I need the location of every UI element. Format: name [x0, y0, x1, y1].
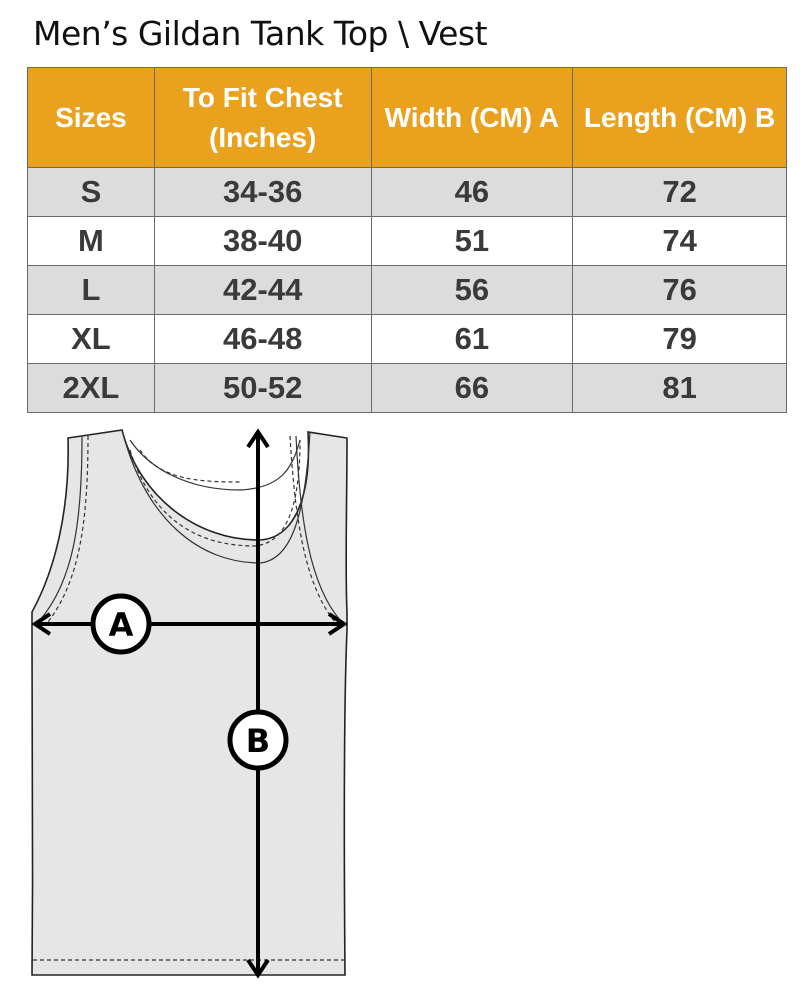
chest-cell: 38-40: [153, 216, 372, 266]
arrow-down-icon: [246, 958, 270, 979]
table-row: 2XL 50-52 66 81: [27, 363, 787, 413]
width-cell: 61: [370, 314, 574, 364]
chest-cell: 50-52: [153, 363, 372, 413]
arrow-right-icon: [327, 612, 348, 636]
size-chart-table: Sizes To Fit Chest (Inches) Width (CM) A…: [27, 67, 787, 413]
arrow-up-icon: [246, 428, 270, 449]
length-cell: 76: [572, 265, 787, 315]
size-cell: XL: [27, 314, 155, 364]
measure-arrows: [31, 428, 348, 979]
size-cell: 2XL: [27, 363, 155, 413]
page-title: Men’s Gildan Tank Top \ Vest: [33, 14, 488, 53]
header-chest: To Fit Chest (Inches): [153, 67, 372, 168]
chest-cell: 46-48: [153, 314, 372, 364]
chest-cell: 42-44: [153, 265, 372, 315]
size-cell: S: [27, 167, 155, 217]
table-header-row: Sizes To Fit Chest (Inches) Width (CM) A…: [27, 67, 787, 168]
length-cell: 74: [572, 216, 787, 266]
length-cell: 72: [572, 167, 787, 217]
table-row: M 38-40 51 74: [27, 216, 787, 266]
marker-a: A: [90, 593, 152, 655]
width-cell: 66: [370, 363, 574, 413]
width-cell: 56: [370, 265, 574, 315]
header-length: Length (CM) B: [572, 67, 787, 168]
length-cell: 79: [572, 314, 787, 364]
width-cell: 51: [370, 216, 574, 266]
marker-b: B: [227, 709, 289, 771]
label-a: A: [109, 606, 134, 644]
table-row: L 42-44 56 76: [27, 265, 787, 315]
size-cell: M: [27, 216, 155, 266]
length-cell: 81: [572, 363, 787, 413]
arrow-left-icon: [31, 612, 52, 636]
header-sizes: Sizes: [27, 67, 155, 168]
header-width: Width (CM) A: [370, 67, 574, 168]
table-row: XL 46-48 61 79: [27, 314, 787, 364]
label-b: B: [246, 722, 270, 760]
width-cell: 46: [370, 167, 574, 217]
